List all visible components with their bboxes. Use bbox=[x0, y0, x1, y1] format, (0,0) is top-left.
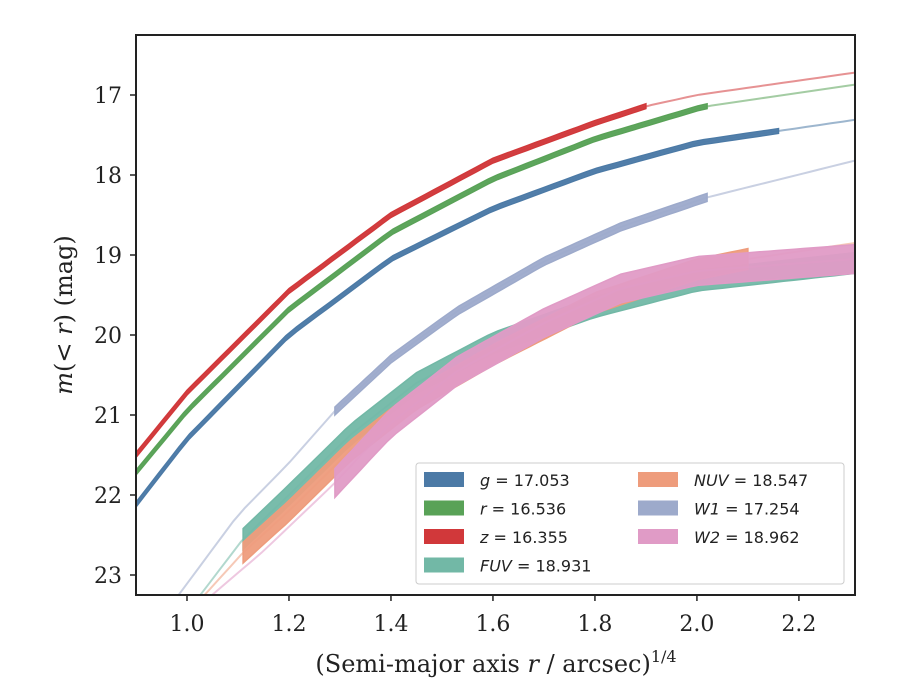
x-tick-label: 1.6 bbox=[475, 612, 510, 637]
legend-item-z: z = 16.355 bbox=[424, 528, 568, 547]
x-tick-label: 1.4 bbox=[373, 612, 408, 637]
legend-item-fuv: FUV = 18.931 bbox=[424, 557, 591, 576]
x-tick-label: 1.8 bbox=[577, 612, 612, 637]
legend-label: z = 16.355 bbox=[479, 528, 568, 547]
legend-label: NUV = 18.547 bbox=[694, 471, 808, 490]
series-w1 bbox=[177, 159, 855, 595]
x-tick-label: 1.0 bbox=[169, 612, 204, 637]
y-tick-label: 23 bbox=[94, 564, 122, 589]
series-w2 bbox=[210, 243, 855, 595]
legend-label: FUV = 18.931 bbox=[480, 557, 591, 576]
legend-box bbox=[415, 462, 845, 585]
y-axis-label: m(< r) (mag) bbox=[50, 235, 78, 395]
y-tick-label: 21 bbox=[94, 404, 122, 429]
y-tick-label: 20 bbox=[94, 324, 122, 349]
legend-item-w2: W2 = 18.962 bbox=[638, 528, 800, 547]
legend-item-nuv: NUV = 18.547 bbox=[638, 471, 808, 490]
y-tick-label: 19 bbox=[94, 244, 122, 269]
legend-swatch bbox=[424, 557, 464, 573]
legend-entries: g = 17.053 r = 16.536 z = 16.355 FUV = 18.9… bbox=[424, 471, 808, 576]
y-tick-label: 18 bbox=[94, 164, 122, 189]
y-tick-label: 17 bbox=[94, 84, 122, 109]
legend-swatch bbox=[424, 529, 464, 544]
legend-swatch bbox=[638, 529, 678, 544]
x-tick-label: 2.2 bbox=[781, 612, 816, 637]
x-axis-label: (Semi-major axis r / arcsec)1/4 bbox=[315, 647, 676, 678]
y-tick-label: 22 bbox=[94, 484, 122, 509]
legend-item-w1: W1 = 17.254 bbox=[638, 500, 800, 519]
series-w1-data-band bbox=[334, 192, 708, 417]
series-z-data-band bbox=[136, 102, 647, 459]
legend-swatch bbox=[424, 500, 464, 516]
legend: g = 17.053 r = 16.536 z = 16.355 FUV = 18.9… bbox=[415, 462, 845, 585]
legend-item-r: r = 16.536 bbox=[424, 500, 566, 519]
legend-item-g: g = 17.053 bbox=[424, 471, 570, 490]
series-r-data-band bbox=[136, 102, 708, 477]
series-layer bbox=[136, 71, 855, 595]
series-r bbox=[136, 83, 855, 477]
legend-swatch bbox=[638, 500, 678, 516]
series-w2-data-band bbox=[334, 243, 855, 500]
x-tick-label: 1.2 bbox=[271, 612, 306, 637]
legend-label: W1 = 17.254 bbox=[694, 500, 800, 519]
series-z bbox=[136, 71, 855, 459]
legend-label: W2 = 18.962 bbox=[694, 528, 800, 547]
y-ticks: 17 18 19 20 21 22 23 bbox=[94, 84, 136, 589]
legend-label: g = 17.053 bbox=[480, 471, 570, 490]
x-ticks: 1.0 1.2 1.4 1.6 1.8 2.0 2.2 bbox=[169, 595, 816, 637]
legend-swatch bbox=[638, 472, 678, 487]
x-tick-label: 2.0 bbox=[679, 612, 714, 637]
legend-swatch bbox=[424, 472, 464, 487]
legend-label: r = 16.536 bbox=[480, 500, 566, 519]
plot-frame bbox=[135, 34, 856, 596]
series-g bbox=[136, 118, 855, 509]
series-g-data-band bbox=[136, 127, 780, 509]
